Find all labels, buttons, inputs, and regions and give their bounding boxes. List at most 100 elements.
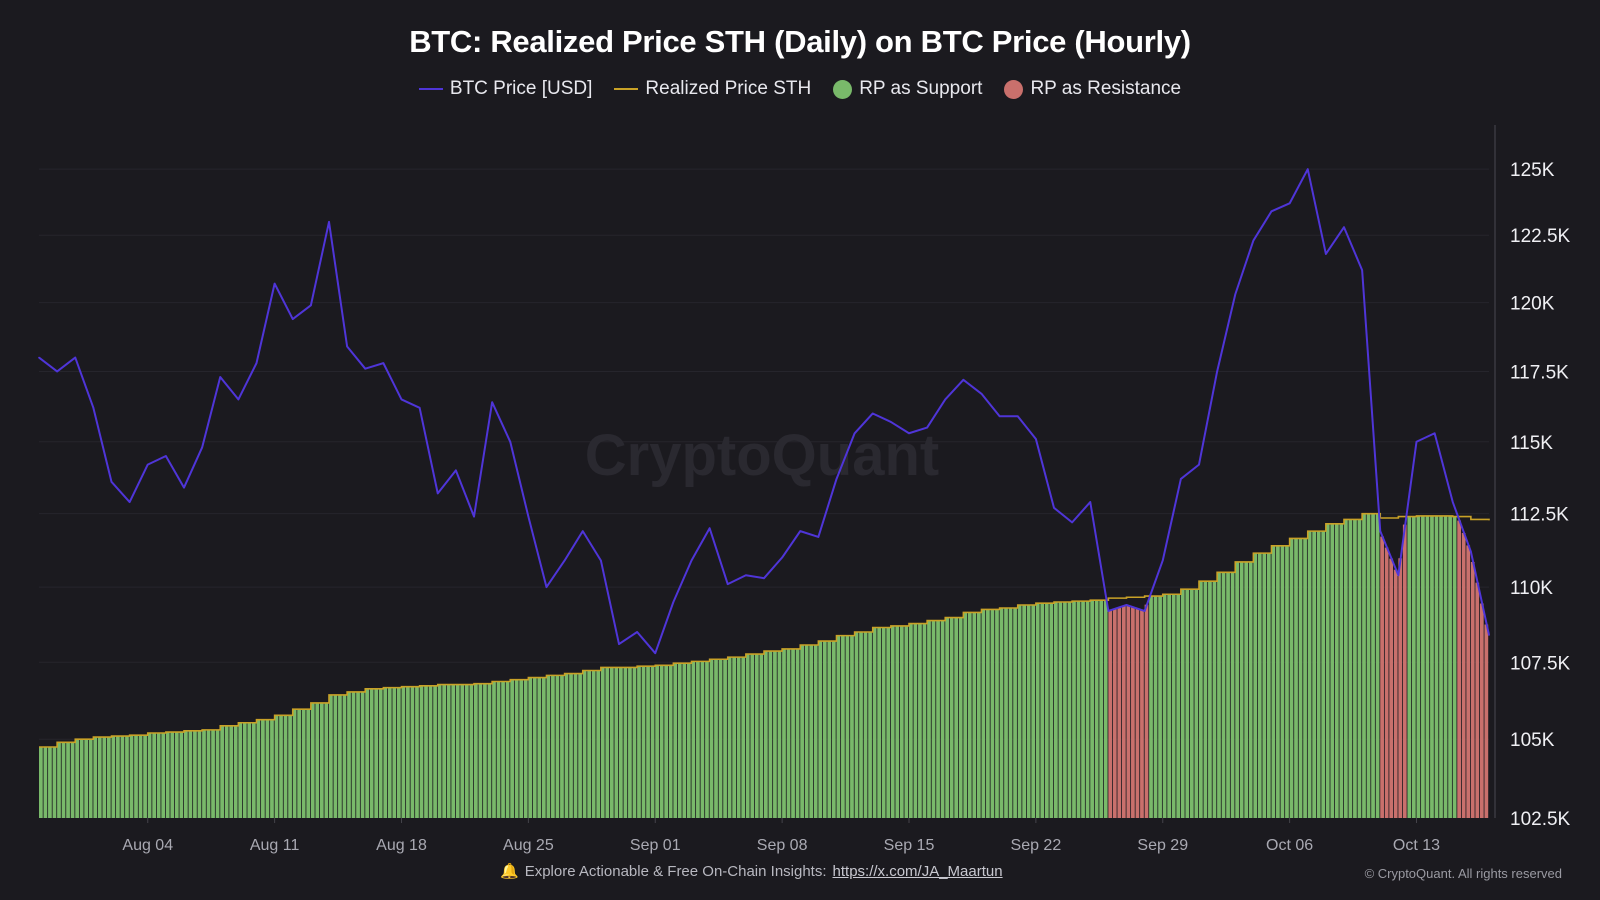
bar-rp-support xyxy=(193,730,197,818)
bar-rp-support xyxy=(1371,513,1375,818)
bar-rp-support xyxy=(777,651,782,818)
y-tick-label: 110K xyxy=(1510,578,1553,599)
x-tick-label: Oct 13 xyxy=(1393,837,1440,854)
bar-rp-resistance xyxy=(1140,610,1144,818)
bar-rp-support xyxy=(270,719,274,818)
legend-item-realized-price[interactable]: Realized Price STH xyxy=(614,78,811,100)
bar-rp-support xyxy=(741,657,746,818)
bar-rp-support xyxy=(822,641,827,818)
bar-rp-support xyxy=(93,737,98,818)
bar-rp-support xyxy=(519,679,524,818)
legend-item-rp-support[interactable]: RP as Support xyxy=(833,78,982,100)
legend-item-rp-resistance[interactable]: RP as Resistance xyxy=(1004,78,1181,100)
bar-rp-support xyxy=(1452,516,1457,818)
legend-label: Realized Price STH xyxy=(645,78,812,99)
bar-rp-support xyxy=(288,715,292,818)
bar-rp-support xyxy=(1076,601,1081,818)
bar-rp-support xyxy=(936,620,940,818)
bar-rp-support xyxy=(120,736,125,818)
bar-rp-support xyxy=(1040,603,1045,818)
bar-rp-support xyxy=(614,667,619,818)
bar-rp-support xyxy=(147,732,152,818)
bar-rp-support xyxy=(1366,513,1371,818)
bar-rp-support xyxy=(329,694,333,818)
bar-rp-support xyxy=(433,685,437,818)
bar-rp-support xyxy=(1185,589,1190,818)
bar-rp-support xyxy=(301,709,306,818)
bar-rp-support xyxy=(1199,581,1203,818)
bar-rp-support xyxy=(1103,600,1108,818)
dot-swatch xyxy=(1004,79,1024,99)
bar-rp-support xyxy=(446,684,451,818)
bar-rp-support xyxy=(664,665,669,818)
bar-rp-support xyxy=(1194,589,1199,818)
x-tick-label: Aug 18 xyxy=(376,837,427,854)
btc-price-point xyxy=(1016,415,1019,418)
lines xyxy=(38,168,1490,748)
bar-rp-support xyxy=(1153,596,1158,818)
bar-rp-support xyxy=(52,747,57,818)
btc-price-point xyxy=(563,559,566,562)
bar-rp-support xyxy=(338,694,342,818)
bar-rp-resistance xyxy=(1384,547,1389,818)
bar-rp-support xyxy=(591,670,596,818)
bar-rp-resistance xyxy=(1117,607,1122,818)
bar-rp-support xyxy=(1230,572,1235,818)
bar-rp-support xyxy=(831,641,836,818)
bar-rp-support xyxy=(1276,545,1280,818)
bar-rp-support xyxy=(333,694,338,818)
bar-rp-support xyxy=(184,730,188,818)
bar-rp-support xyxy=(1031,604,1036,818)
bar-rp-support xyxy=(1248,561,1253,818)
bar-rp-support xyxy=(396,687,401,818)
bar-rp-support xyxy=(474,683,478,818)
btc-price-point xyxy=(1488,634,1490,636)
bar-rp-support xyxy=(242,722,247,818)
btc-price-point xyxy=(545,586,548,588)
bar-rp-support xyxy=(1334,523,1339,818)
btc-price-point xyxy=(38,356,40,359)
bar-rp-support xyxy=(224,725,229,818)
bar-rp-support xyxy=(854,632,859,818)
bar-rp-support xyxy=(1022,604,1027,818)
bar-rp-support xyxy=(754,654,759,818)
bar-rp-support xyxy=(945,617,949,818)
bar-rp-support xyxy=(1081,601,1085,818)
bar-rp-support xyxy=(859,632,863,818)
btc-price-point xyxy=(708,527,711,530)
bar-rp-support xyxy=(1049,603,1054,818)
bar-rp-support xyxy=(573,673,578,818)
bar-rp-support xyxy=(551,675,555,818)
bar-rp-support xyxy=(410,686,415,818)
bar-rp-support xyxy=(709,659,714,818)
btc-price-point xyxy=(908,432,910,435)
bar-rp-support xyxy=(464,684,469,818)
bar-rp-resistance xyxy=(1121,605,1126,818)
bar-rp-support xyxy=(1280,545,1285,818)
legend-item-btc-price[interactable]: BTC Price [USD] xyxy=(418,78,593,100)
bar-rp-support xyxy=(1099,600,1104,818)
bar-rp-support xyxy=(247,722,252,818)
btc-price-point xyxy=(890,421,892,423)
btc-price-point xyxy=(509,440,512,443)
footer-link[interactable]: https://x.com/JA_Maartun xyxy=(832,862,1003,880)
bar-rp-support xyxy=(800,644,804,818)
btc-price-point xyxy=(110,481,113,483)
bar-rp-support xyxy=(1094,600,1099,818)
legend-label: BTC Price [USD] xyxy=(449,78,593,99)
btc-price-point xyxy=(1325,253,1327,255)
btc-price-point xyxy=(382,362,385,364)
bar-rp-support xyxy=(392,687,397,818)
bar-rp-support xyxy=(1416,515,1421,818)
footer-text: Explore Actionable & Free On-Chain Insig… xyxy=(524,862,827,880)
btc-price-point xyxy=(74,356,77,359)
x-tick-label: Oct 06 xyxy=(1266,837,1313,854)
btc-price-point xyxy=(799,530,802,532)
bar-rp-support xyxy=(1443,515,1448,818)
bar-rp-support xyxy=(1298,538,1303,818)
bar-rp-support xyxy=(899,625,904,818)
bar-rp-support xyxy=(623,667,628,818)
btc-price-point xyxy=(1252,239,1255,242)
bar-rp-resistance xyxy=(1461,532,1466,818)
